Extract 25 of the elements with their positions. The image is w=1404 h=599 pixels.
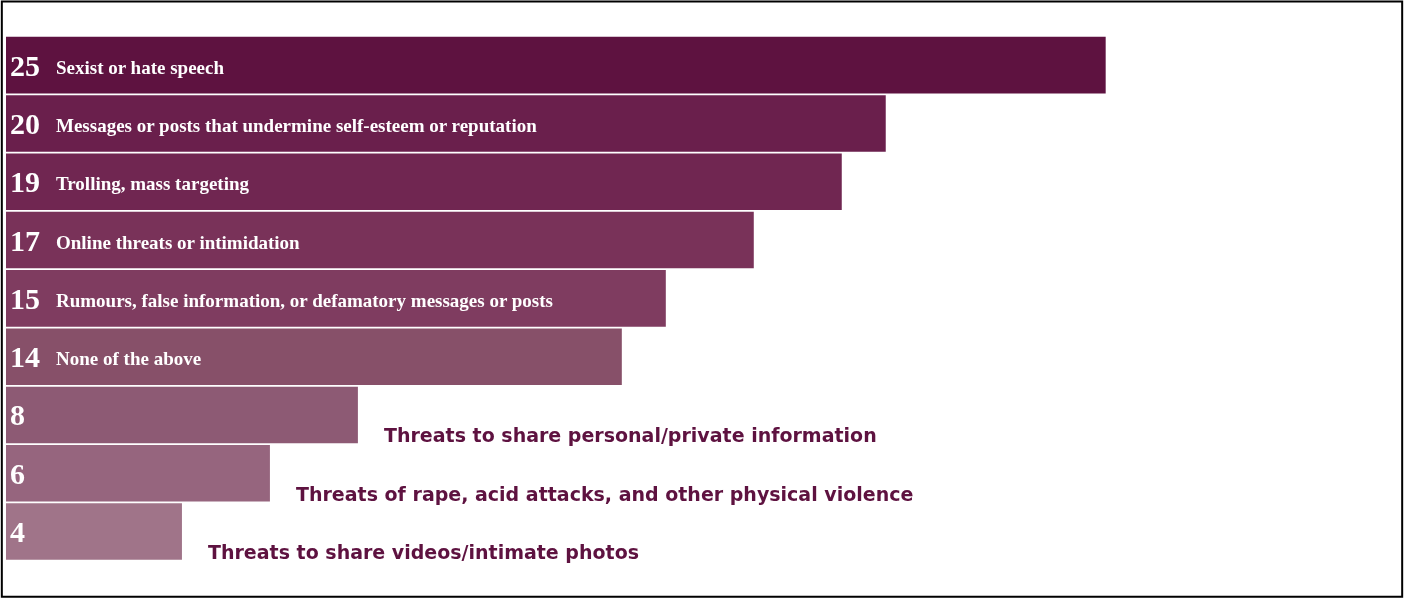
y-tick-label: Trolling, mass targeting	[56, 173, 250, 194]
data-label: 25	[10, 49, 40, 82]
bar	[6, 445, 270, 502]
y-tick-label: None of the above	[56, 348, 202, 369]
bar	[6, 36, 1106, 94]
y-tick-label: Sexist or hate speech	[56, 57, 225, 78]
y-tick-label: Threats of rape, acid attacks, and other physical violence	[296, 483, 914, 505]
y-tick-label: Threats to share videos/intimate photos	[208, 541, 639, 563]
y-tick-label: Messages or posts that undermine self-esteem or reputation	[56, 115, 538, 136]
data-label: 20	[10, 107, 40, 140]
bar	[6, 328, 622, 385]
y-tick-label: Rumours, false information, or defamatory messages or posts	[56, 290, 553, 311]
bar	[6, 503, 182, 560]
data-label: 14	[10, 340, 40, 373]
bar	[6, 270, 666, 327]
data-label: 15	[10, 282, 40, 315]
y-tick-label: Threats to share personal/private information	[384, 424, 877, 446]
bar	[6, 211, 754, 269]
data-label: 17	[10, 224, 40, 257]
data-label: 19	[10, 165, 40, 198]
data-label: 6	[10, 457, 25, 490]
y-tick-label: Online threats or intimidation	[56, 232, 301, 253]
data-label: 8	[10, 398, 25, 431]
bar	[6, 386, 358, 444]
data-label: 4	[10, 515, 25, 548]
